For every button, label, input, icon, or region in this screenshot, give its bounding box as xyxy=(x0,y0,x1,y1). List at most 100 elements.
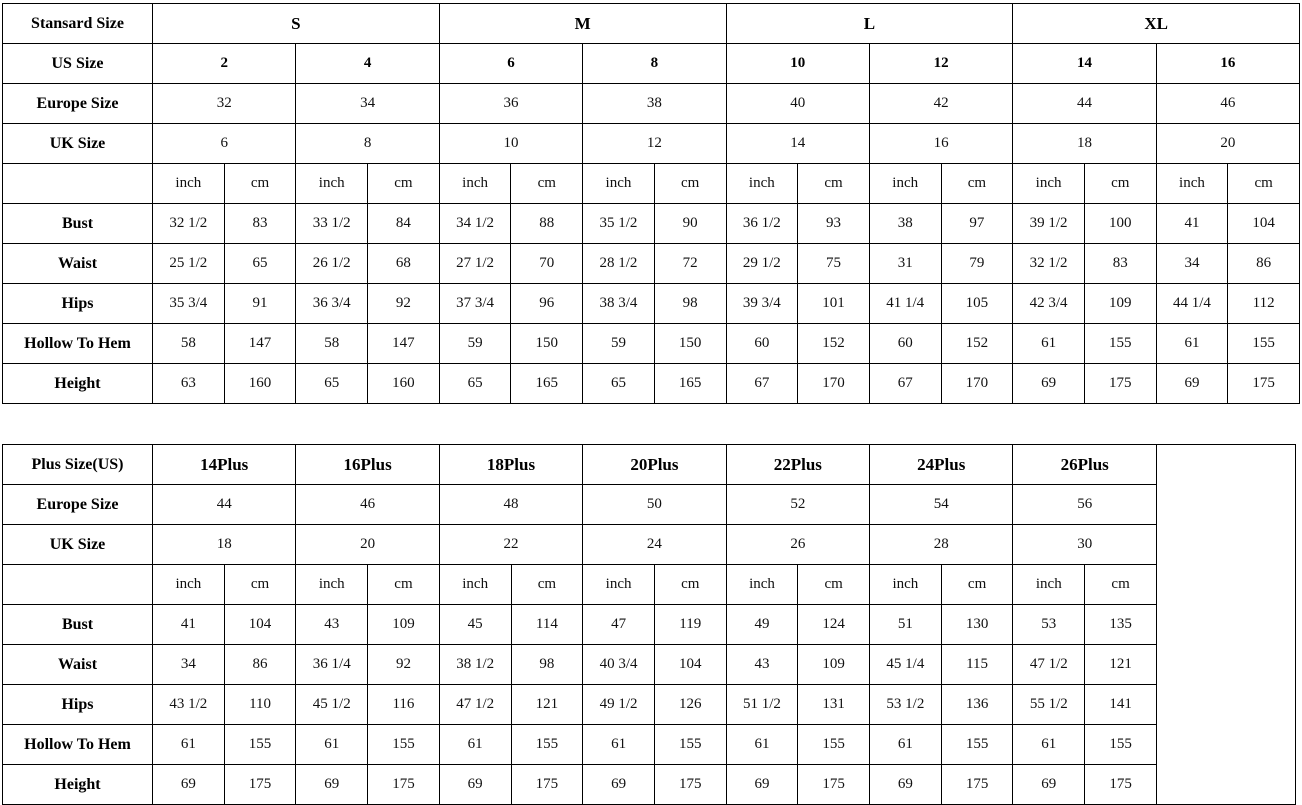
size-value: 14 xyxy=(725,123,870,164)
measurement-value: 60 xyxy=(868,323,942,364)
units-corner-cell xyxy=(2,163,153,204)
header-row: Stansard Size S M L XL xyxy=(2,3,1300,44)
size-row: US Size 2 4 6 8 10 12 14 16 xyxy=(2,43,1301,84)
measurement-value: 47 1/2 xyxy=(438,684,512,725)
unit-cm-header: cm xyxy=(797,163,870,204)
measurement-label: Hollow To Hem xyxy=(2,323,153,364)
size-value: 42 xyxy=(868,83,1014,124)
size-value: 46 xyxy=(295,484,440,525)
size-value: 18 xyxy=(1012,123,1157,164)
unit-cm-header: cm xyxy=(1084,564,1157,605)
measurement-row: Hollow To Hem 61 155 61 155 61 155 61 155 61 155 61… xyxy=(2,724,1296,765)
measurement-value: 61 xyxy=(1155,323,1229,364)
measurement-value: 175 xyxy=(1084,764,1157,805)
measurement-value: 75 xyxy=(797,243,870,284)
measurement-value: 42 3/4 xyxy=(1012,283,1085,324)
empty-side-cell xyxy=(1156,444,1296,805)
measurement-value: 90 xyxy=(653,203,727,244)
measurement-row: Hips 43 1/2 110 45 1/2 116 47 1/2 121 49 1/2 126… xyxy=(2,684,1296,725)
measurement-row: Waist 25 1/2 65 26 1/2 68 27 1/2 70 28 1/2 72 29 … xyxy=(2,243,1300,284)
measurement-value: 43 xyxy=(295,604,369,645)
size-value: 46 xyxy=(1155,83,1301,124)
measurement-value: 33 1/2 xyxy=(295,203,369,244)
size-value: 20 xyxy=(295,524,440,565)
measurement-value: 175 xyxy=(367,764,440,805)
size-value: 54 xyxy=(869,484,1014,525)
measurement-value: 69 xyxy=(725,764,799,805)
measurement-value: 155 xyxy=(1083,323,1157,364)
measurement-value: 155 xyxy=(940,724,1014,765)
size-value: 52 xyxy=(725,484,871,525)
measurement-value: 45 xyxy=(438,604,512,645)
measurement-value: 37 3/4 xyxy=(438,283,512,324)
measurement-value: 31 xyxy=(868,243,942,284)
corner-label: Stansard Size xyxy=(2,3,153,44)
measurement-value: 60 xyxy=(725,323,799,364)
size-group-header: 22Plus xyxy=(725,444,871,485)
measurement-label: Bust xyxy=(2,203,153,244)
measurement-value: 67 xyxy=(868,363,942,404)
size-value: 34 xyxy=(295,83,440,124)
measurement-value: 98 xyxy=(510,644,584,685)
unit-cm-header: cm xyxy=(797,564,871,605)
measurement-value: 105 xyxy=(940,283,1014,324)
measurement-value: 41 1/4 xyxy=(868,283,942,324)
measurement-value: 88 xyxy=(510,203,584,244)
measurement-value: 69 xyxy=(152,764,225,805)
measurement-label: Hips xyxy=(2,684,153,725)
size-value: 16 xyxy=(868,123,1014,164)
measurement-value: 101 xyxy=(797,283,870,324)
measurement-row: Hollow To Hem 58 147 58 147 59 150 59 150 60 152 60… xyxy=(2,323,1300,364)
measurement-value: 97 xyxy=(940,203,1014,244)
unit-cm-header: cm xyxy=(223,564,297,605)
measurement-value: 69 xyxy=(438,764,512,805)
measurement-value: 92 xyxy=(367,644,440,685)
measurement-value: 27 1/2 xyxy=(438,243,512,284)
measurement-value: 65 xyxy=(223,243,297,284)
size-row-label: Europe Size xyxy=(2,484,153,525)
size-value: 10 xyxy=(725,43,870,84)
units-row: inch cm inch cm inch cm inch cm inch cm inch cm inch… xyxy=(2,163,1300,204)
measurement-row: Bust 32 1/2 83 33 1/2 84 34 1/2 88 35 1/2 90 36 1… xyxy=(2,203,1300,244)
measurement-value: 121 xyxy=(1084,644,1157,685)
measurement-value: 165 xyxy=(510,363,584,404)
measurement-value: 51 1/2 xyxy=(725,684,799,725)
measurement-value: 115 xyxy=(940,644,1014,685)
size-value: 50 xyxy=(582,484,727,525)
measurement-value: 53 xyxy=(1012,604,1086,645)
measurement-value: 55 1/2 xyxy=(1012,684,1086,725)
measurement-value: 38 1/2 xyxy=(438,644,512,685)
size-value: 6 xyxy=(151,123,297,164)
size-group-header: 16Plus xyxy=(295,444,440,485)
measurement-value: 61 xyxy=(582,724,655,765)
measurement-value: 69 xyxy=(1155,363,1229,404)
unit-inch-header: inch xyxy=(725,163,799,204)
size-value: 8 xyxy=(582,43,727,84)
size-value: 14 xyxy=(1012,43,1157,84)
measurement-value: 72 xyxy=(653,243,727,284)
measurement-value: 84 xyxy=(367,203,440,244)
size-value: 26 xyxy=(725,524,871,565)
measurement-value: 79 xyxy=(940,243,1014,284)
measurement-value: 175 xyxy=(797,764,871,805)
unit-cm-header: cm xyxy=(223,163,297,204)
measurement-value: 69 xyxy=(869,764,942,805)
size-row-label: US Size xyxy=(2,43,153,84)
measurement-value: 25 1/2 xyxy=(152,243,225,284)
size-value: 48 xyxy=(438,484,584,525)
measurement-value: 175 xyxy=(1227,363,1300,404)
measurement-value: 34 xyxy=(1155,243,1229,284)
size-value: 36 xyxy=(438,83,584,124)
measurement-value: 69 xyxy=(1012,764,1086,805)
size-value: 38 xyxy=(582,83,727,124)
unit-cm-header: cm xyxy=(510,163,584,204)
measurement-value: 61 xyxy=(869,724,942,765)
size-value: 2 xyxy=(151,43,297,84)
measurement-value: 104 xyxy=(223,604,297,645)
measurement-value: 100 xyxy=(1083,203,1157,244)
measurement-value: 155 xyxy=(797,724,871,765)
measurement-value: 170 xyxy=(940,363,1014,404)
unit-inch-header: inch xyxy=(582,163,655,204)
measurement-value: 32 1/2 xyxy=(152,203,225,244)
measurement-value: 63 xyxy=(152,363,225,404)
